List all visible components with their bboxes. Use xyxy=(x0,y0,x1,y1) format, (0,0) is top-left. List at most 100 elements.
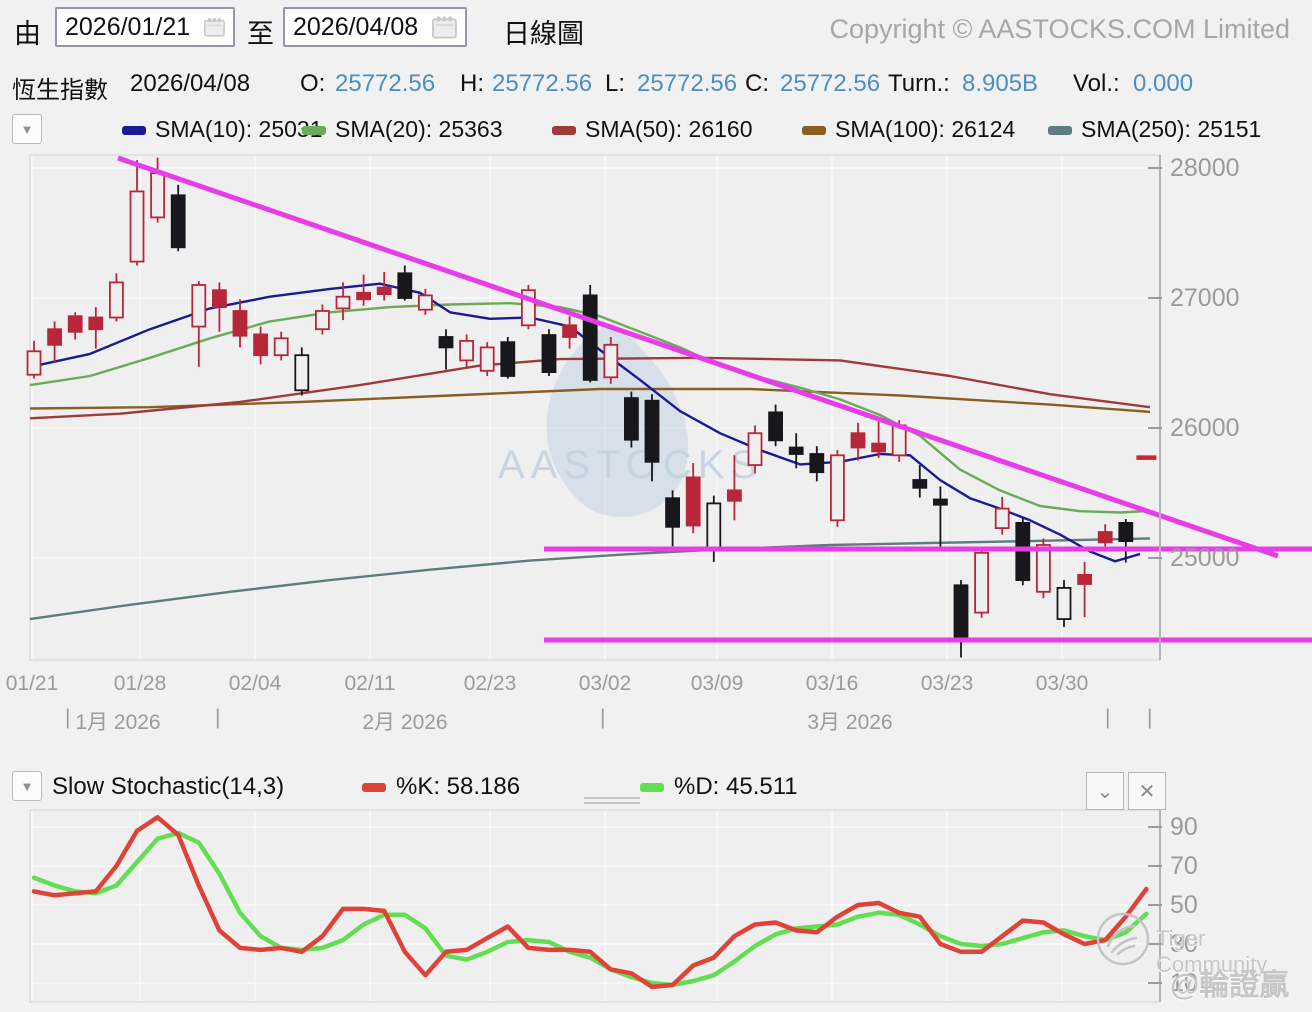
candle-body xyxy=(129,190,145,263)
low-value: 25772.56 xyxy=(637,70,738,97)
close-panel-button[interactable]: ✕ xyxy=(1128,772,1166,810)
from-date-input[interactable]: 2026/01/21 xyxy=(55,7,235,47)
candle-body xyxy=(809,453,825,474)
candle-body xyxy=(273,337,289,357)
date-axis-label: 01/28 xyxy=(113,672,167,695)
candle-body xyxy=(459,339,475,362)
to-date-input[interactable]: 2026/04/08 xyxy=(283,7,467,47)
stochastic-dropdown-button[interactable]: ▼ xyxy=(12,771,42,801)
candle-body xyxy=(603,343,619,379)
month-axis-label: 2月 2026 xyxy=(362,711,448,734)
stochastic-line xyxy=(31,830,1149,988)
candle-body xyxy=(26,350,42,376)
d-value-label: %D: 45.511 xyxy=(674,773,798,800)
candle-body xyxy=(933,498,948,506)
high-value: 25772.56 xyxy=(492,70,593,97)
date-axis-label: 02/11 xyxy=(344,672,396,695)
quote-row: 恆生指數 2026/04/08 O: 25772.56 H: 25772.56 … xyxy=(0,70,1312,104)
stochastic-header: ▼ Slow Stochastic(14,3) %K: 58.186 %D: 4… xyxy=(0,768,1312,810)
chevron-down-icon: ⌄ xyxy=(1096,780,1114,803)
month-axis-label: 1月 2026 xyxy=(75,711,161,734)
stochastic-axis-label: 10 xyxy=(1170,969,1198,997)
candle-body xyxy=(88,316,104,331)
calendar-icon[interactable] xyxy=(204,15,225,39)
index-name: 恆生指數 xyxy=(12,77,108,104)
sma-line xyxy=(29,356,1151,420)
turnover-value: 8.905B xyxy=(962,70,1039,97)
price-axis-label: 25000 xyxy=(1170,544,1240,572)
stochastic-plot-area[interactable] xyxy=(29,809,1161,1003)
indicator-dropdown-button[interactable]: ▼ xyxy=(12,114,42,144)
candle-body xyxy=(191,284,207,328)
candle-body xyxy=(356,291,372,301)
candle-body xyxy=(788,446,804,455)
month-separator-tick: | xyxy=(600,706,606,729)
candle-body xyxy=(1036,544,1051,593)
date-axis-label: 03/23 xyxy=(920,672,974,695)
month-separator-tick: | xyxy=(1105,706,1111,729)
collapse-panel-button[interactable]: ⌄ xyxy=(1086,772,1124,810)
high-label: H: xyxy=(460,70,484,97)
sma-legend-item: SMA(10): 25031 xyxy=(122,116,322,143)
candle-body xyxy=(376,286,392,296)
date-axis-label: 03/16 xyxy=(805,672,859,695)
open-value: 25772.56 xyxy=(335,70,436,97)
sma-color-swatch xyxy=(1048,126,1072,136)
to-label: 至 xyxy=(247,19,274,49)
watermark-community-text: Tiger Community xyxy=(1156,926,1268,977)
k-value-label: %K: 58.186 xyxy=(396,773,521,800)
candle-body xyxy=(994,507,1010,530)
candle-body xyxy=(665,497,680,528)
close-icon: ✕ xyxy=(1138,780,1156,803)
date-axis-label: 03/02 xyxy=(578,672,632,695)
candle-body xyxy=(479,346,495,372)
candle-body xyxy=(850,432,866,449)
candle-body xyxy=(706,502,722,549)
month-separator-tick: | xyxy=(65,706,71,729)
candle-body xyxy=(253,333,269,357)
close-value: 25772.56 xyxy=(780,70,881,97)
candle-body xyxy=(170,194,186,249)
price-axis-label: 28000 xyxy=(1170,154,1240,182)
candle-body xyxy=(211,289,227,309)
candle-body xyxy=(67,315,83,333)
k-line-swatch xyxy=(362,783,386,792)
copyright-text: Copyright © AASTOCKS.COM Limited xyxy=(829,14,1290,44)
candle-body xyxy=(562,324,577,338)
date-axis-label: 02/04 xyxy=(228,672,282,695)
candle-body xyxy=(1097,531,1113,544)
month-separator-tick: | xyxy=(1147,706,1153,729)
sma-color-swatch xyxy=(302,126,326,136)
sma-legend-label: SMA(50): 26160 xyxy=(585,116,753,142)
sma-legend-item: SMA(100): 26124 xyxy=(802,116,1015,143)
candle-body xyxy=(871,442,886,453)
candle-body xyxy=(644,399,660,463)
candle-body xyxy=(974,551,989,614)
candle-body xyxy=(953,584,969,643)
candle-body xyxy=(685,476,701,527)
sma-color-swatch xyxy=(802,126,826,136)
aastocks-text-watermark: AASTOCKS xyxy=(498,443,763,487)
candle-body xyxy=(109,281,124,319)
candle-body xyxy=(912,479,928,489)
candle-body xyxy=(397,272,413,299)
candle-body xyxy=(150,172,166,219)
candle-body xyxy=(232,310,248,337)
candle-body xyxy=(47,328,62,346)
calendar-icon[interactable] xyxy=(432,15,457,39)
stochastic-axis-label: 70 xyxy=(1170,852,1198,880)
price-axis-label: 26000 xyxy=(1170,414,1240,442)
chevron-down-icon: ▼ xyxy=(20,121,34,137)
chart-type-label: 日線圖 xyxy=(503,19,584,49)
candle-body xyxy=(500,341,516,377)
from-label: 由 xyxy=(14,19,41,49)
d-line-swatch xyxy=(640,783,664,792)
sma-color-swatch xyxy=(122,126,146,136)
date-axis-label: 03/30 xyxy=(1035,672,1089,695)
candle-body xyxy=(417,294,433,311)
candle-body xyxy=(541,334,557,373)
chevron-down-icon: ▼ xyxy=(20,778,34,794)
trendline-drawing[interactable] xyxy=(117,155,1279,559)
volume-value: 0.000 xyxy=(1133,70,1194,97)
